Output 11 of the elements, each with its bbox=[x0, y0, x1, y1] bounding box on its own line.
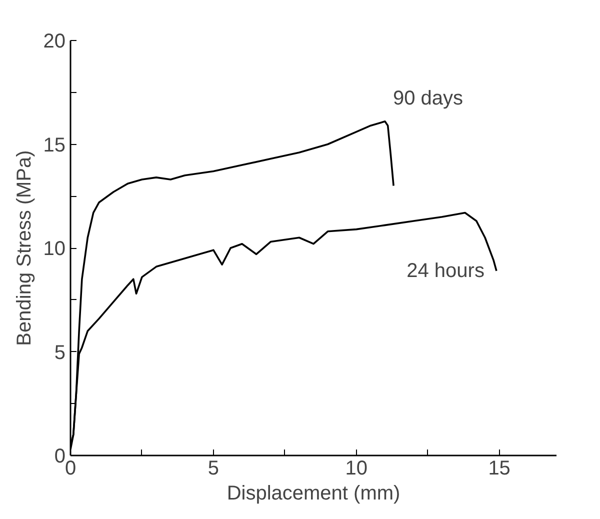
x-tick-label: 15 bbox=[488, 458, 510, 480]
y-tick-label: 10 bbox=[43, 238, 66, 260]
x-tick-label: 10 bbox=[345, 458, 368, 480]
y-axis-title: Bending Stress (MPa) bbox=[13, 150, 36, 346]
x-axis-title: Displacement (mm) bbox=[226, 482, 400, 504]
y-tick-label: 15 bbox=[43, 134, 66, 156]
series-label: 24 hours bbox=[406, 260, 484, 282]
x-tick-label: 5 bbox=[208, 458, 220, 480]
y-tick-label: 5 bbox=[54, 342, 66, 364]
series-label: 90 days bbox=[392, 87, 464, 110]
y-tick-label: 20 bbox=[43, 30, 66, 52]
